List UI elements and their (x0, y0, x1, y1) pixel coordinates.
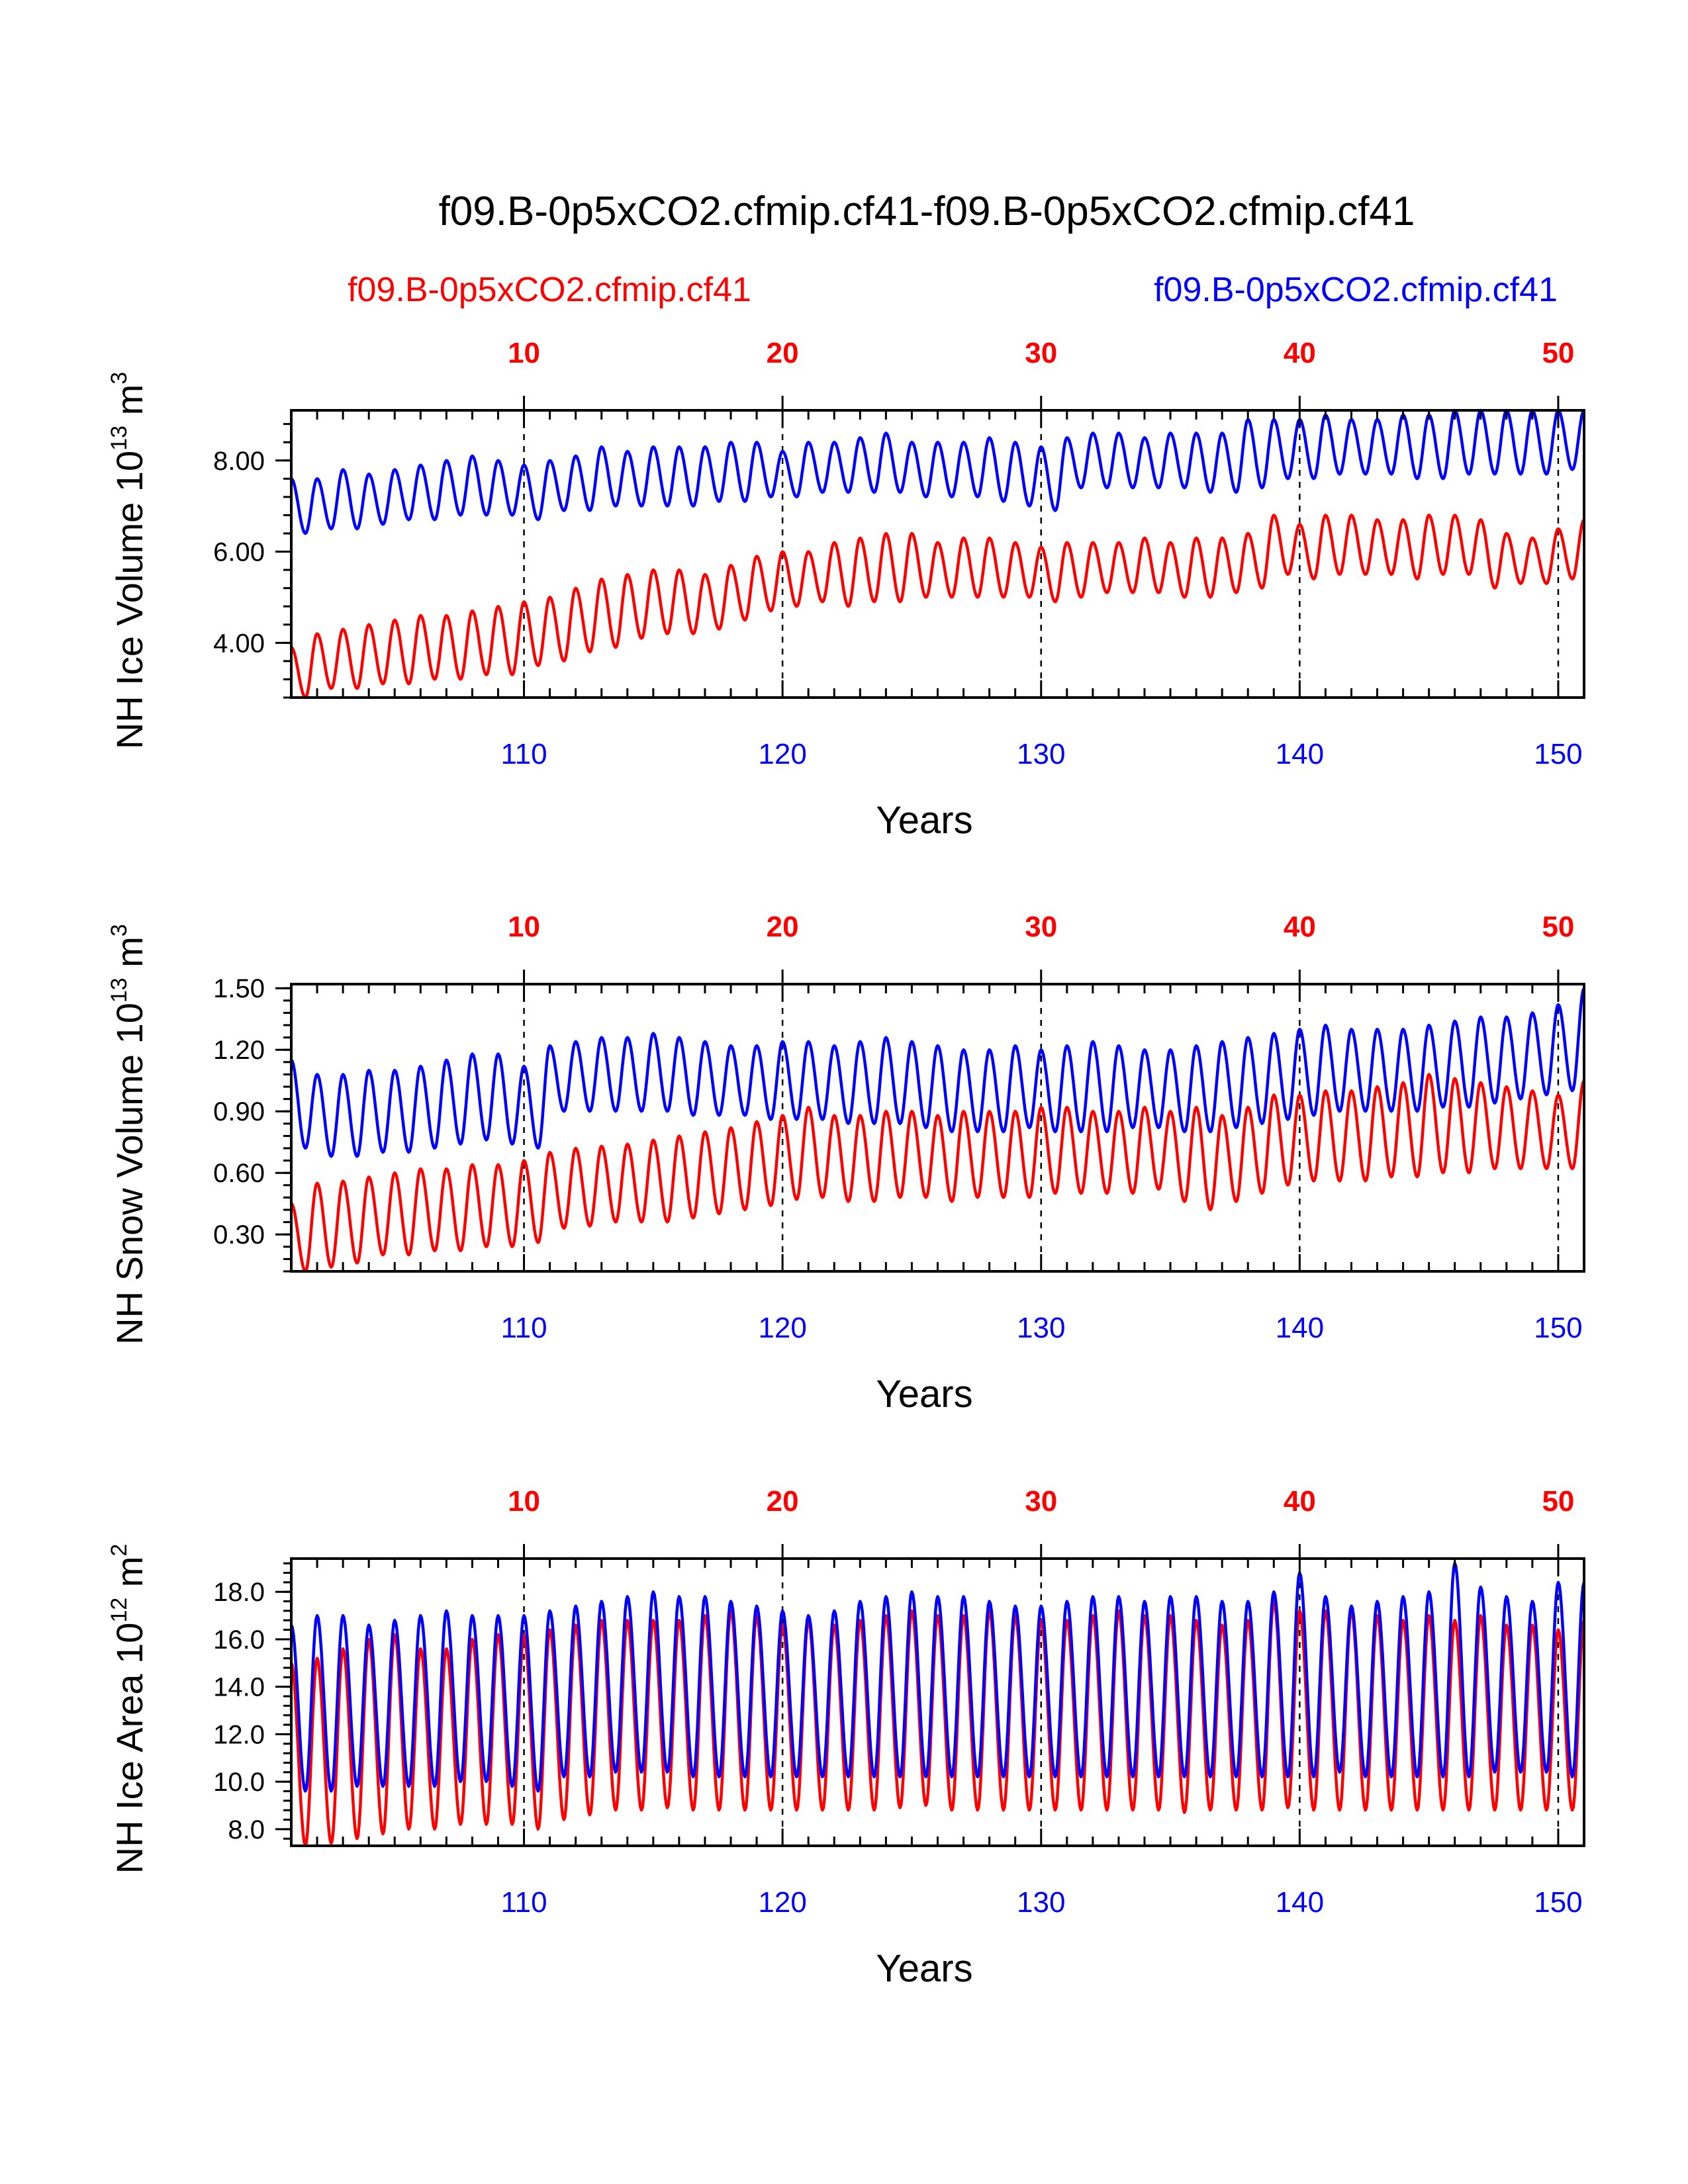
x-top-tick-label: 10 (508, 337, 540, 369)
x-bottom-tick-label: 130 (1017, 738, 1065, 770)
x-top-tick-label: 50 (1542, 911, 1574, 943)
plot-frame (290, 409, 1585, 699)
x-bottom-tick-label: 110 (500, 1312, 547, 1344)
x-bottom-tick-label: 120 (758, 738, 806, 770)
x-bottom-tick-label: 150 (1534, 1886, 1582, 1919)
x-top-tick-label: 40 (1284, 911, 1316, 943)
x-bottom-tick-label: 150 (1534, 1312, 1582, 1344)
x-top-tick-label: 20 (767, 911, 799, 943)
x-top-tick-label: 30 (1025, 337, 1057, 369)
x-top-tick-label: 40 (1284, 1485, 1316, 1518)
x-top-tick-label: 10 (508, 911, 540, 943)
y-tick-label: 18.0 (213, 1578, 265, 1607)
series-line-2 (290, 408, 1585, 535)
y-tick-label: 0.30 (213, 1220, 265, 1250)
series-line-2 (290, 987, 1586, 1158)
x-top-tick-label: 30 (1025, 911, 1057, 943)
x-bottom-tick-label: 120 (758, 1886, 806, 1919)
panel-3: 10 20 30 40 50 110 120 130 140 150 8.0 10.0 12.0 14.0… (107, 1485, 1586, 1990)
plot-frame (290, 983, 1585, 1273)
legend-right-run: f09.B-0p5xCO2.cfmip.cf41 (1154, 271, 1558, 309)
y-axis-label: NH Ice Volume 1013 m3 (107, 372, 150, 749)
series-line-1 (290, 514, 1585, 700)
y-tick-label: 8.00 (213, 447, 265, 476)
x-bottom-tick-label: 140 (1276, 1886, 1324, 1919)
y-tick-label: 8.0 (228, 1815, 265, 1844)
y-tick-label: 14.0 (213, 1673, 265, 1702)
x-top-tick-label: 20 (767, 1485, 799, 1518)
y-axis-label: NH Snow Volume 1013 m3 (107, 924, 150, 1345)
x-bottom-tick-label: 120 (758, 1312, 806, 1344)
chart-title: f09.B-0p5xCO2.cfmip.cf41-f09.B-0p5xCO2.c… (439, 189, 1415, 234)
x-bottom-tick-label: 150 (1534, 738, 1582, 770)
x-axis-label: Years (876, 1947, 972, 1990)
y-tick-label: 1.50 (213, 974, 265, 1003)
y-tick-label: 6.00 (213, 538, 265, 567)
y-tick-label: 10.0 (213, 1768, 265, 1797)
panel-2: 10 20 30 40 50 110 120 130 140 150 0.30 0.60 0.90 1.2… (107, 911, 1586, 1416)
y-tick-label: 12.0 (213, 1720, 265, 1749)
x-bottom-tick-label: 110 (500, 738, 547, 770)
x-bottom-tick-label: 140 (1276, 1312, 1324, 1344)
x-top-tick-label: 10 (508, 1485, 540, 1518)
series-line-1 (290, 1073, 1585, 1273)
y-tick-label: 1.20 (213, 1036, 265, 1065)
x-axis-label: Years (876, 799, 972, 842)
x-bottom-tick-label: 140 (1276, 738, 1324, 770)
x-top-tick-label: 50 (1542, 337, 1574, 369)
x-axis-label: Years (876, 1373, 972, 1416)
series-line-1 (289, 1600, 1586, 1848)
y-axis-label: NH Ice Area 1012 m2 (107, 1544, 150, 1874)
x-top-tick-label: 30 (1025, 1485, 1057, 1518)
x-top-tick-label: 20 (767, 337, 799, 369)
y-tick-label: 4.00 (213, 629, 265, 658)
series-line-2 (289, 1561, 1586, 1793)
x-bottom-tick-label: 110 (500, 1886, 547, 1919)
x-bottom-tick-label: 130 (1017, 1312, 1065, 1344)
y-tick-label: 16.0 (213, 1625, 265, 1655)
legend-left-run: f09.B-0p5xCO2.cfmip.cf41 (348, 271, 751, 309)
x-top-tick-label: 50 (1542, 1485, 1574, 1518)
x-top-tick-label: 40 (1284, 337, 1316, 369)
y-tick-label: 0.90 (213, 1097, 265, 1126)
y-tick-label: 0.60 (213, 1159, 265, 1188)
panels: 10 20 30 40 50 110 120 130 140 150 4.00 6.00 8.00 NH … (107, 337, 1586, 1990)
x-bottom-tick-label: 130 (1017, 1886, 1065, 1919)
panel-1: 10 20 30 40 50 110 120 130 140 150 4.00 6.00 8.00 NH … (107, 337, 1585, 842)
